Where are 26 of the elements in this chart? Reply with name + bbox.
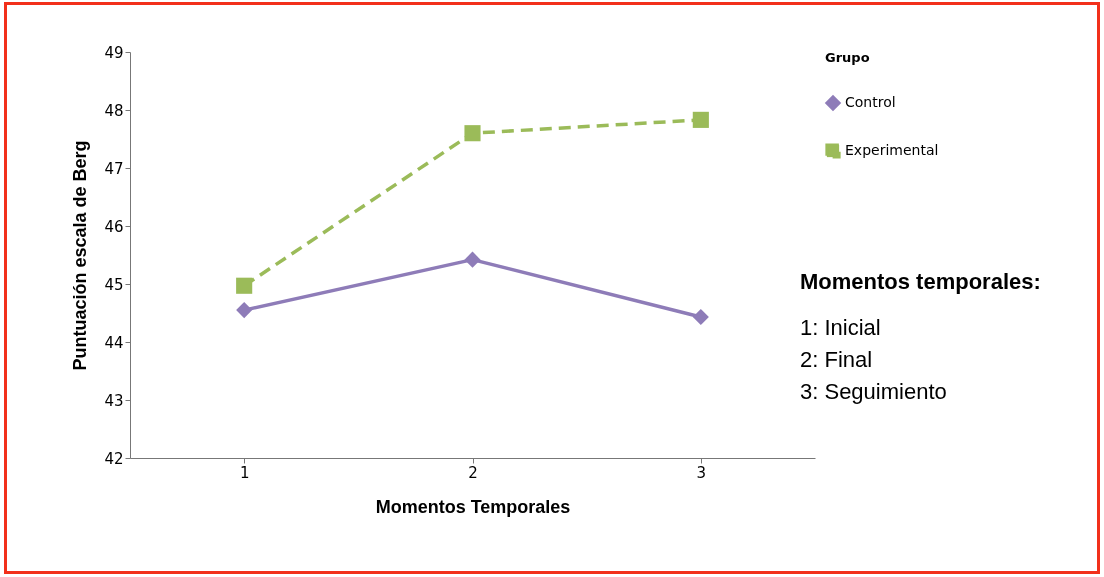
y-tick-label: 44: [104, 333, 124, 352]
x-tick-label: 2: [468, 463, 478, 482]
annotation: 1: Inicial: [800, 314, 882, 342]
x-tick-label: 1: [239, 463, 250, 482]
legend-title: Grupo: [825, 50, 870, 65]
y-tick-label: 46: [104, 217, 124, 236]
point: [236, 302, 253, 319]
legend-label: Control: [845, 94, 896, 110]
point: [692, 309, 709, 326]
y-tick-label: 45: [104, 275, 124, 294]
x-axis-title: Momentos Temporales: [375, 496, 571, 517]
y-tick-label: 42: [104, 449, 124, 468]
annotation: 2: Final: [800, 346, 874, 374]
y-tick-label: 49: [104, 43, 124, 62]
annotation: Momentos temporales:: [800, 268, 1041, 296]
point: [236, 277, 253, 294]
point: [692, 111, 709, 128]
annotation: 3: Seguimiento: [800, 378, 948, 406]
y-tick-label: 47: [104, 159, 124, 178]
y-axis-title: Puntuación escala de Berg: [70, 140, 91, 371]
legend-label: Experimental: [845, 142, 939, 158]
x-tick-label: 3: [696, 463, 707, 482]
point: [464, 251, 481, 268]
point: [464, 125, 481, 142]
y-tick-label: 48: [104, 101, 124, 120]
y-tick-label: 43: [104, 391, 124, 410]
